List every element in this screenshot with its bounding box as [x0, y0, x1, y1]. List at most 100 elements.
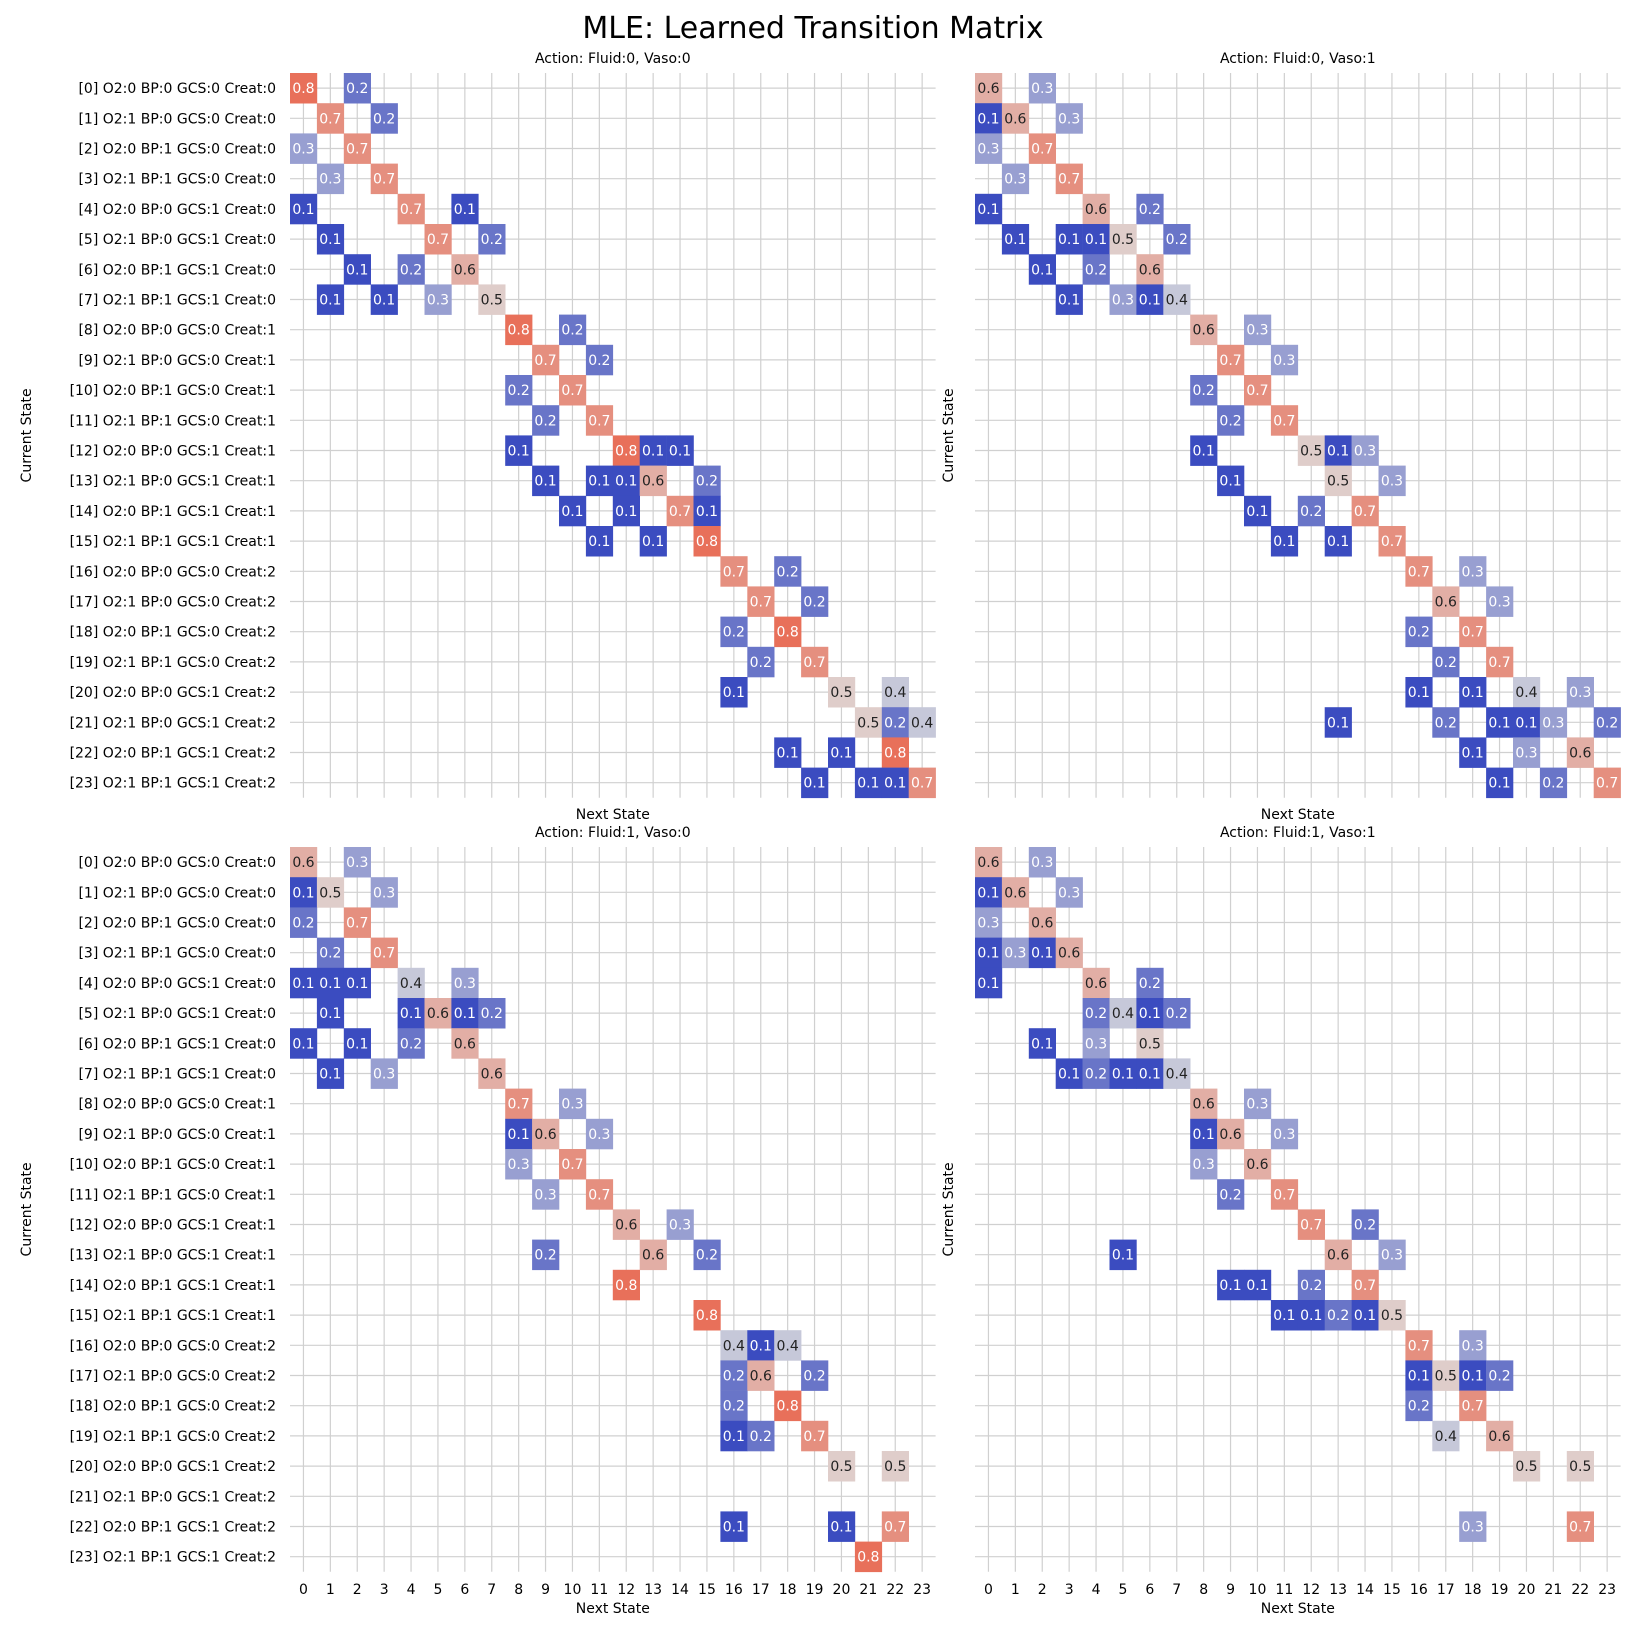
- heatmap-cell: [1244, 314, 1272, 346]
- panel-title: Action: Fluid:0, Vaso:1: [1220, 51, 1376, 67]
- heatmap-cell: [975, 193, 1003, 225]
- cell-value-label: 0.1: [319, 293, 341, 309]
- cell-value-label: 0.2: [1300, 1278, 1322, 1294]
- heatmap-cell: [316, 998, 345, 1029]
- cell-value-label: 0.1: [292, 202, 314, 218]
- heatmap-cell: [1190, 375, 1218, 406]
- cell-value-label: 0.5: [1515, 1459, 1537, 1475]
- cell-value-label: 0.1: [1219, 1278, 1241, 1294]
- heatmap-panel-3: 0.6 0.30.1 0.6 0.30.3 0.60.1 0.3 0.1 0.60.1 0.6 0…: [941, 825, 1621, 1617]
- x-tick-label: 9: [541, 1582, 550, 1598]
- cell-value-label: 0.2: [1354, 1218, 1376, 1234]
- y-tick-label: [10] O2:0 BP:1 GCS:0 Creat:1: [70, 1157, 276, 1173]
- cell-value-label: 0.3: [1354, 444, 1376, 460]
- heatmap-cell: [828, 1451, 856, 1482]
- heatmap-cell: [1190, 1088, 1218, 1120]
- heatmap-cell: [747, 1420, 775, 1452]
- heatmap-cell: [1082, 193, 1110, 225]
- heatmap-cell: [343, 847, 371, 878]
- heatmap-cell: [881, 737, 909, 768]
- heatmap-cell: [1432, 707, 1460, 738]
- heatmap-cell: [1244, 1088, 1272, 1120]
- y-tick-label: [16] O2:0 BP:0 GCS:0 Creat:2: [70, 564, 276, 580]
- cell-value-label: 0.8: [777, 1399, 799, 1415]
- heatmap-cell: [1217, 344, 1245, 376]
- y-tick-label: [23] O2:1 BP:1 GCS:1 Creat:2: [70, 776, 276, 792]
- heatmap-cell: [290, 967, 318, 999]
- heatmap-cell: [424, 224, 452, 255]
- y-tick-label: [11] O2:1 BP:1 GCS:0 Creat:1: [70, 1187, 276, 1203]
- heatmap-cell: [397, 193, 425, 225]
- cell-value-label: 0.2: [1542, 776, 1564, 792]
- cell-value-label: 0.1: [723, 1520, 745, 1536]
- cell-value-label: 0.1: [642, 534, 664, 550]
- heatmap-cell: [975, 133, 1003, 164]
- cell-value-label: 0.2: [508, 383, 530, 399]
- y-tick-label: [4] O2:0 BP:0 GCS:1 Creat:0: [78, 976, 276, 992]
- heatmap-cell: [1432, 646, 1460, 678]
- heatmap-cell: [1351, 1300, 1379, 1331]
- cell-value-label: 0.1: [1139, 1006, 1161, 1022]
- heatmap-cell: [316, 877, 345, 908]
- y-tick-label: [12] O2:0 BP:0 GCS:1 Creat:1: [70, 1218, 276, 1234]
- cell-value-label: 0.7: [884, 1520, 906, 1536]
- cell-value-label: 0.3: [977, 142, 999, 158]
- heatmap-cell: [1028, 937, 1056, 969]
- cell-value-label: 0.6: [1004, 111, 1026, 127]
- cell-value-label: 0.7: [1462, 625, 1484, 641]
- cell-value-label: 0.6: [1246, 1157, 1268, 1173]
- cell-value-label: 0.1: [1462, 1369, 1484, 1385]
- y-axis-label: Current State: [19, 1162, 35, 1256]
- heatmap-cell: [451, 998, 479, 1029]
- heatmap-cell: [505, 375, 533, 406]
- cell-value-label: 0.1: [1488, 715, 1510, 731]
- heatmap-cell: [1324, 707, 1352, 738]
- heatmap-cell: [478, 224, 506, 255]
- cell-value-label: 0.1: [1273, 534, 1295, 550]
- heatmap-cell: [1270, 526, 1299, 557]
- heatmap-cell: [1109, 1239, 1137, 1271]
- cell-value-label: 0.6: [642, 1248, 664, 1264]
- cell-value-label: 0.7: [508, 1097, 530, 1113]
- heatmap-cell: [1082, 254, 1110, 285]
- y-tick-label: [0] O2:0 BP:0 GCS:0 Creat:0: [78, 81, 276, 97]
- heatmap-cell: [801, 767, 829, 799]
- y-tick-label: [6] O2:0 BP:1 GCS:1 Creat:0: [78, 262, 276, 278]
- heatmap-cell: [1082, 967, 1110, 999]
- cell-value-label: 0.1: [830, 746, 852, 762]
- heatmap-cell: [1566, 677, 1594, 708]
- cell-value-label: 0.1: [1408, 685, 1430, 701]
- heatmap-cell: [1001, 877, 1030, 908]
- cell-value-label: 0.2: [588, 353, 610, 369]
- heatmap-cell: [1486, 1420, 1514, 1452]
- heatmap-cell: [1351, 1209, 1379, 1240]
- cell-value-label: 0.7: [803, 1429, 825, 1445]
- cell-value-label: 0.5: [319, 885, 341, 901]
- heatmap-cell: [1405, 556, 1433, 587]
- heatmap-cell: [1028, 1028, 1056, 1059]
- cell-value-label: 0.2: [481, 1006, 503, 1022]
- x-tick-label: 0: [299, 1582, 308, 1598]
- x-tick-label: 11: [1275, 1582, 1293, 1598]
- heatmap-panel-2: 0.6 0.30.1 0.5 0.30.2 0.70.2 0.70.1 0.1 0.1 0.4 0…: [19, 825, 936, 1617]
- x-tick-label: 13: [1329, 1582, 1347, 1598]
- x-tick-label: 21: [859, 1582, 877, 1598]
- cell-value-label: 0.7: [1354, 504, 1376, 520]
- heatmap-cell: [316, 103, 345, 134]
- cell-value-label: 0.7: [1031, 142, 1053, 158]
- cell-value-label: 0.1: [508, 444, 530, 460]
- heatmap-cell: [1513, 737, 1541, 768]
- panel-title: Action: Fluid:1, Vaso:0: [535, 825, 691, 841]
- x-axis-label: Next State: [576, 1601, 650, 1617]
- cell-value-label: 0.7: [1488, 655, 1510, 671]
- heatmap-cell: [612, 465, 640, 497]
- y-tick-label: [2] O2:0 BP:1 GCS:0 Creat:0: [78, 142, 276, 158]
- cell-value-label: 0.6: [1085, 976, 1107, 992]
- heatmap-cell: [1136, 254, 1164, 285]
- cell-value-label: 0.7: [534, 353, 556, 369]
- heatmap-cell: [1082, 224, 1110, 255]
- y-axis-label: Current State: [19, 388, 35, 482]
- cell-value-label: 0.5: [1327, 474, 1349, 490]
- y-tick-label: [14] O2:0 BP:1 GCS:1 Creat:1: [70, 504, 276, 520]
